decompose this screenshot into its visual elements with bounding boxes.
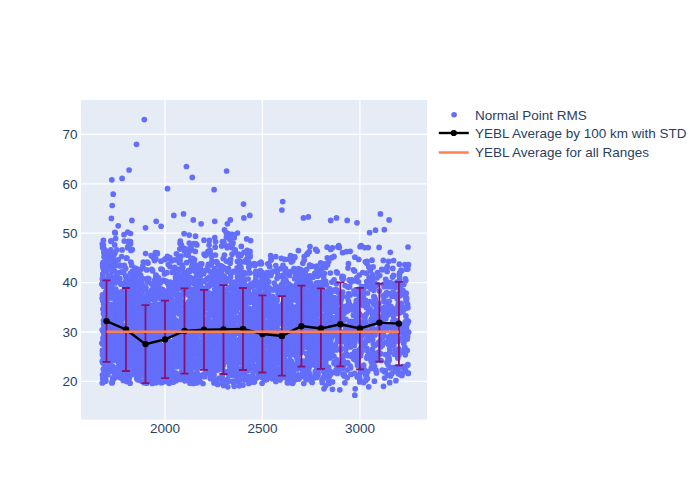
svg-text:30: 30 bbox=[62, 325, 77, 340]
svg-text:20: 20 bbox=[62, 374, 77, 389]
svg-text:2500: 2500 bbox=[247, 421, 277, 436]
svg-text:2000: 2000 bbox=[150, 421, 180, 436]
svg-text:3000: 3000 bbox=[345, 421, 375, 436]
svg-text:50: 50 bbox=[62, 226, 77, 241]
svg-text:70: 70 bbox=[62, 127, 77, 142]
svg-text:Normal Point RMS: Normal Point RMS bbox=[475, 108, 587, 123]
svg-text:40: 40 bbox=[62, 275, 77, 290]
svg-text:60: 60 bbox=[62, 177, 77, 192]
svg-text:YEBL Average for all Ranges: YEBL Average for all Ranges bbox=[475, 145, 649, 160]
svg-text:YEBL Average by 100 km with ST: YEBL Average by 100 km with STD bbox=[475, 126, 687, 141]
